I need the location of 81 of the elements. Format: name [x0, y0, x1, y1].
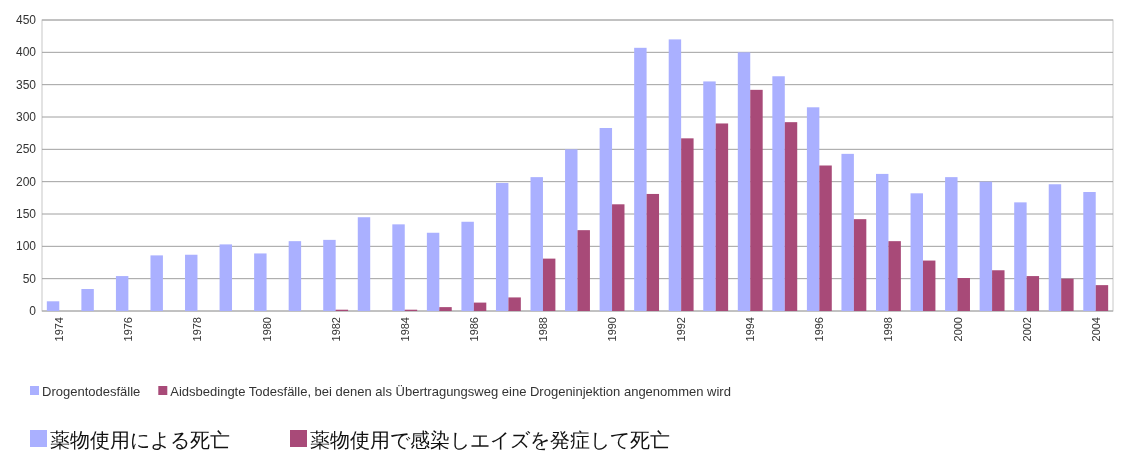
x-tick-label: 1988: [536, 317, 549, 342]
bar: [806, 107, 820, 311]
bar: [957, 278, 970, 311]
bar: [150, 255, 163, 311]
bar: [612, 204, 625, 311]
x-tick-label: 1992: [675, 317, 688, 342]
y-tick-label: 200: [15, 174, 37, 189]
x-tick-label: 1974: [53, 317, 66, 342]
x-tick-label: 1990: [606, 317, 619, 342]
bar: [115, 276, 129, 311]
bar: [715, 123, 729, 311]
bar: [219, 244, 233, 311]
y-tick-label: 50: [22, 271, 37, 286]
text: 薬物使用による死亡: [50, 428, 230, 452]
bar: [841, 153, 854, 311]
bar: [634, 47, 647, 311]
bar: [772, 76, 785, 311]
bar: [357, 217, 371, 311]
bar: [945, 177, 958, 311]
bar: [461, 221, 474, 311]
y-tick-label: 100: [15, 239, 37, 254]
x-tick-label: 1976: [122, 317, 135, 342]
legend-label: Aidsbedingte Todesfälle, bei denen als Übertragungsweg eine Drogeninjektion angenommen wird: [170, 384, 731, 399]
bar: [542, 258, 556, 311]
legend-label: Drogentodesfälle: [42, 384, 141, 399]
bar: [426, 232, 440, 311]
bar: [288, 241, 302, 311]
x-tick-label: 2004: [1089, 317, 1102, 342]
y-tick-label: 300: [15, 110, 37, 124]
bar: [530, 177, 543, 311]
bar: [81, 289, 94, 311]
bar: [1095, 285, 1109, 311]
bar: [565, 149, 578, 311]
x-tick-label: 1996: [813, 317, 826, 342]
bar: [737, 52, 751, 311]
bar: [853, 219, 867, 311]
y-tick-label: 450: [15, 13, 37, 27]
bar: [681, 138, 694, 311]
bar: [646, 193, 660, 311]
bar: [185, 254, 198, 311]
x-tick-label: 1998: [882, 317, 895, 342]
bar: [910, 193, 923, 311]
y-tick-label: 150: [15, 207, 37, 221]
bar: [819, 165, 832, 311]
bar: [392, 224, 405, 311]
bar: [888, 241, 901, 311]
bar: [473, 302, 487, 311]
x-tick-label: 1986: [467, 317, 480, 342]
bar: [1061, 278, 1074, 311]
x-tick-label: 1982: [329, 317, 342, 342]
bar: [750, 89, 763, 311]
bar: [979, 181, 993, 311]
bar: [703, 81, 716, 311]
bar: [1083, 192, 1096, 311]
bar: [1026, 276, 1040, 311]
bar: [922, 260, 936, 311]
x-tick-label: 2002: [1020, 317, 1033, 342]
x-tick-label: 1980: [260, 317, 273, 342]
bar: [495, 182, 509, 311]
x-tick-label: 1994: [744, 317, 757, 342]
x-tick-label: 2000: [951, 317, 964, 342]
bar: [254, 253, 267, 311]
y-tick-label: 250: [15, 142, 37, 157]
bar: [1048, 184, 1062, 311]
bar: [668, 39, 682, 311]
bar: [992, 270, 1005, 311]
bar: [46, 301, 60, 311]
x-tick-label: 1978: [191, 317, 204, 342]
text: 薬物使用で感染しエイズを発症して死亡: [310, 428, 670, 452]
bar: [1014, 202, 1027, 311]
bar: [323, 239, 336, 311]
y-tick-label: 400: [15, 45, 37, 60]
x-tick-label: 1984: [398, 317, 411, 342]
y-tick-label: 350: [15, 77, 37, 92]
bar: [876, 173, 889, 311]
bar: [784, 122, 798, 311]
bar: [577, 230, 590, 311]
bar: [599, 127, 613, 311]
bar: [439, 307, 452, 311]
y-tick-label: 0: [29, 304, 37, 318]
bar: [508, 297, 521, 311]
